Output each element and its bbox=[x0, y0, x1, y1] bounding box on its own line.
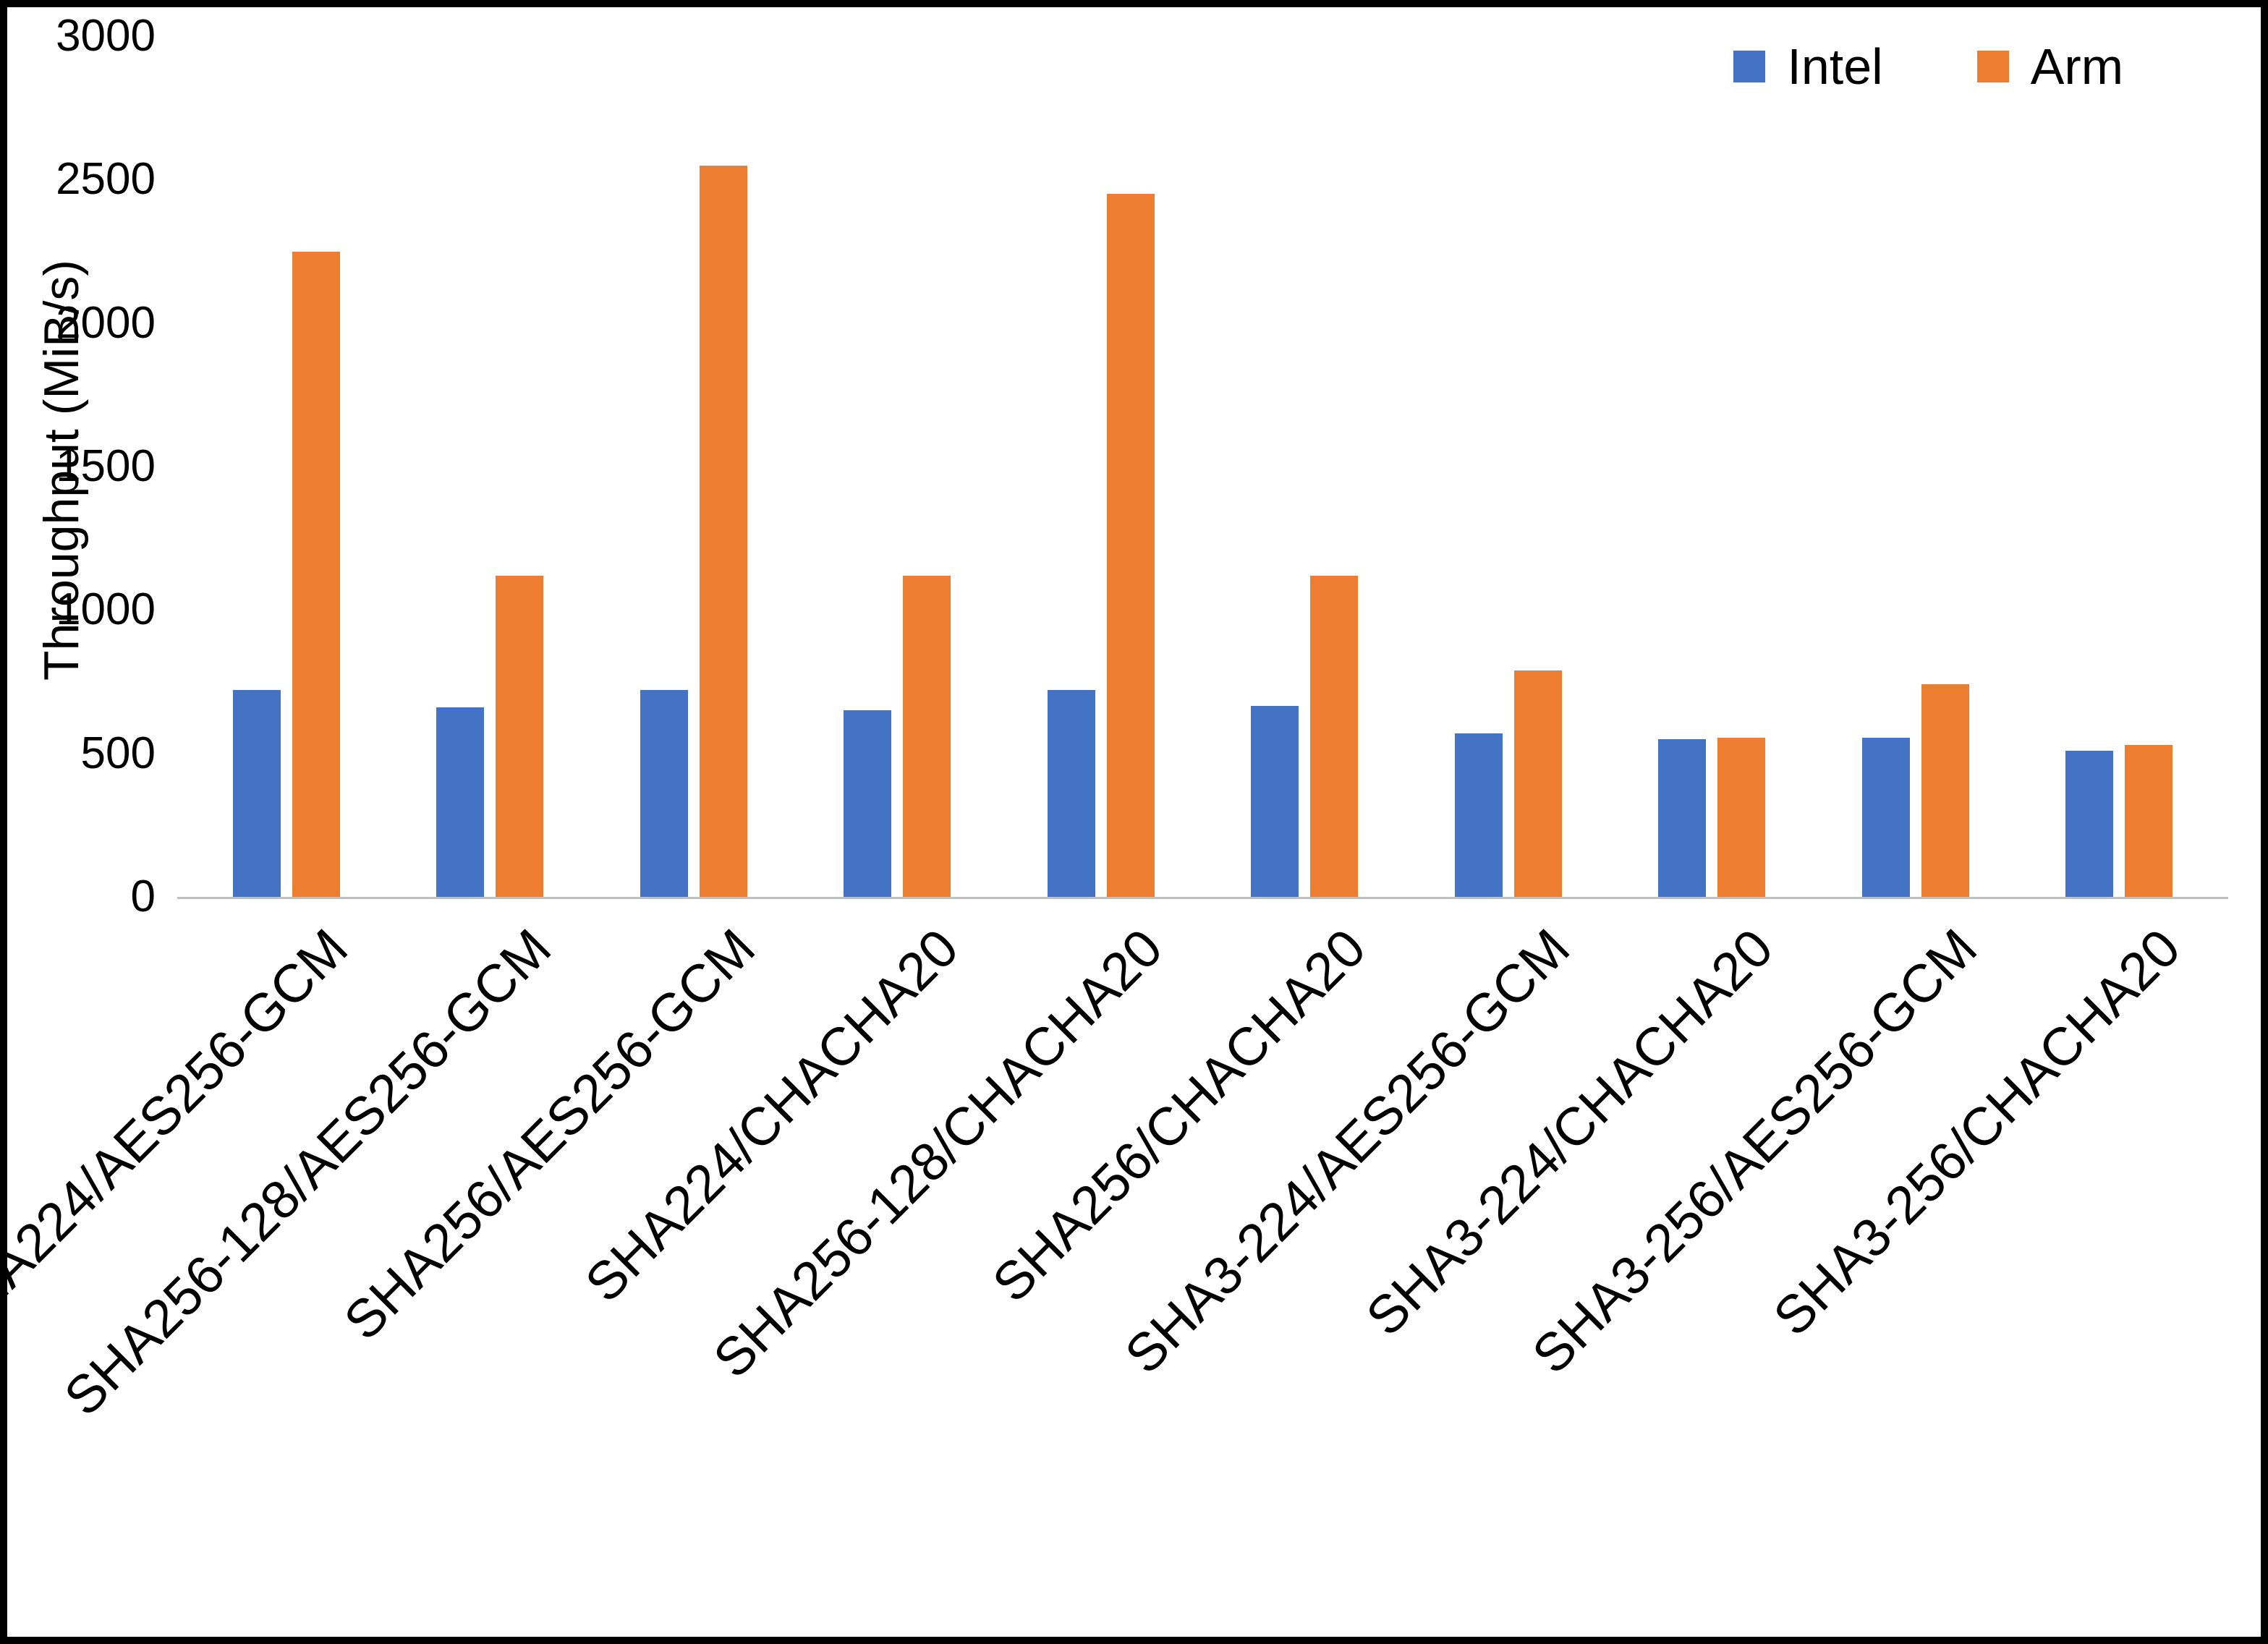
bar-intel bbox=[844, 710, 892, 897]
y-tick-label: 0 bbox=[130, 872, 156, 921]
bar-intel bbox=[640, 690, 688, 897]
bar-intel bbox=[1047, 690, 1095, 897]
legend-swatch-arm bbox=[1976, 51, 2009, 82]
bar-arm bbox=[1310, 575, 1359, 897]
bar-arm bbox=[1513, 670, 1562, 897]
x-category-label: SHA224/CHACHA20 bbox=[574, 917, 970, 1313]
bar-intel bbox=[1454, 733, 1503, 897]
bar-intel bbox=[2065, 750, 2114, 897]
bar-arm bbox=[1106, 194, 1155, 897]
legend-item-arm: Arm bbox=[1976, 38, 2123, 95]
y-tick-label: 2500 bbox=[56, 154, 156, 205]
bar-intel bbox=[232, 690, 281, 897]
y-tick-label: 1000 bbox=[56, 584, 156, 635]
x-category-label: SHA256/CHACHA20 bbox=[981, 917, 1377, 1313]
x-category-label: SHA3-256/CHACHA20 bbox=[1762, 917, 2192, 1347]
x-axis-line bbox=[177, 897, 2228, 899]
bar-intel bbox=[1658, 738, 1707, 897]
x-category-label: SHA256/AES256-GCM bbox=[332, 917, 766, 1352]
legend-label-arm: Arm bbox=[2030, 38, 2123, 95]
y-tick-label: 500 bbox=[80, 728, 156, 778]
bar-intel bbox=[1251, 706, 1299, 897]
bar-arm bbox=[699, 165, 747, 897]
bar-arm bbox=[496, 575, 544, 897]
bar-intel bbox=[1861, 737, 1910, 897]
bar-arm bbox=[2125, 744, 2173, 897]
y-tick-label: 3000 bbox=[56, 11, 156, 61]
legend-label-intel: Intel bbox=[1787, 38, 1883, 95]
x-category-label: SHA3-224/CHACHA20 bbox=[1354, 917, 1785, 1347]
bar-arm bbox=[292, 251, 340, 897]
bar-arm bbox=[1717, 737, 1766, 897]
legend-swatch-intel bbox=[1733, 51, 1766, 82]
y-tick-label: 2000 bbox=[56, 297, 156, 348]
bar-arm bbox=[903, 575, 951, 897]
y-tick-label: 1500 bbox=[56, 441, 156, 491]
legend: Intel Arm bbox=[1733, 38, 2123, 95]
legend-item-intel: Intel bbox=[1733, 38, 1883, 95]
bar-arm bbox=[1921, 684, 1969, 897]
bar-intel bbox=[436, 707, 485, 897]
